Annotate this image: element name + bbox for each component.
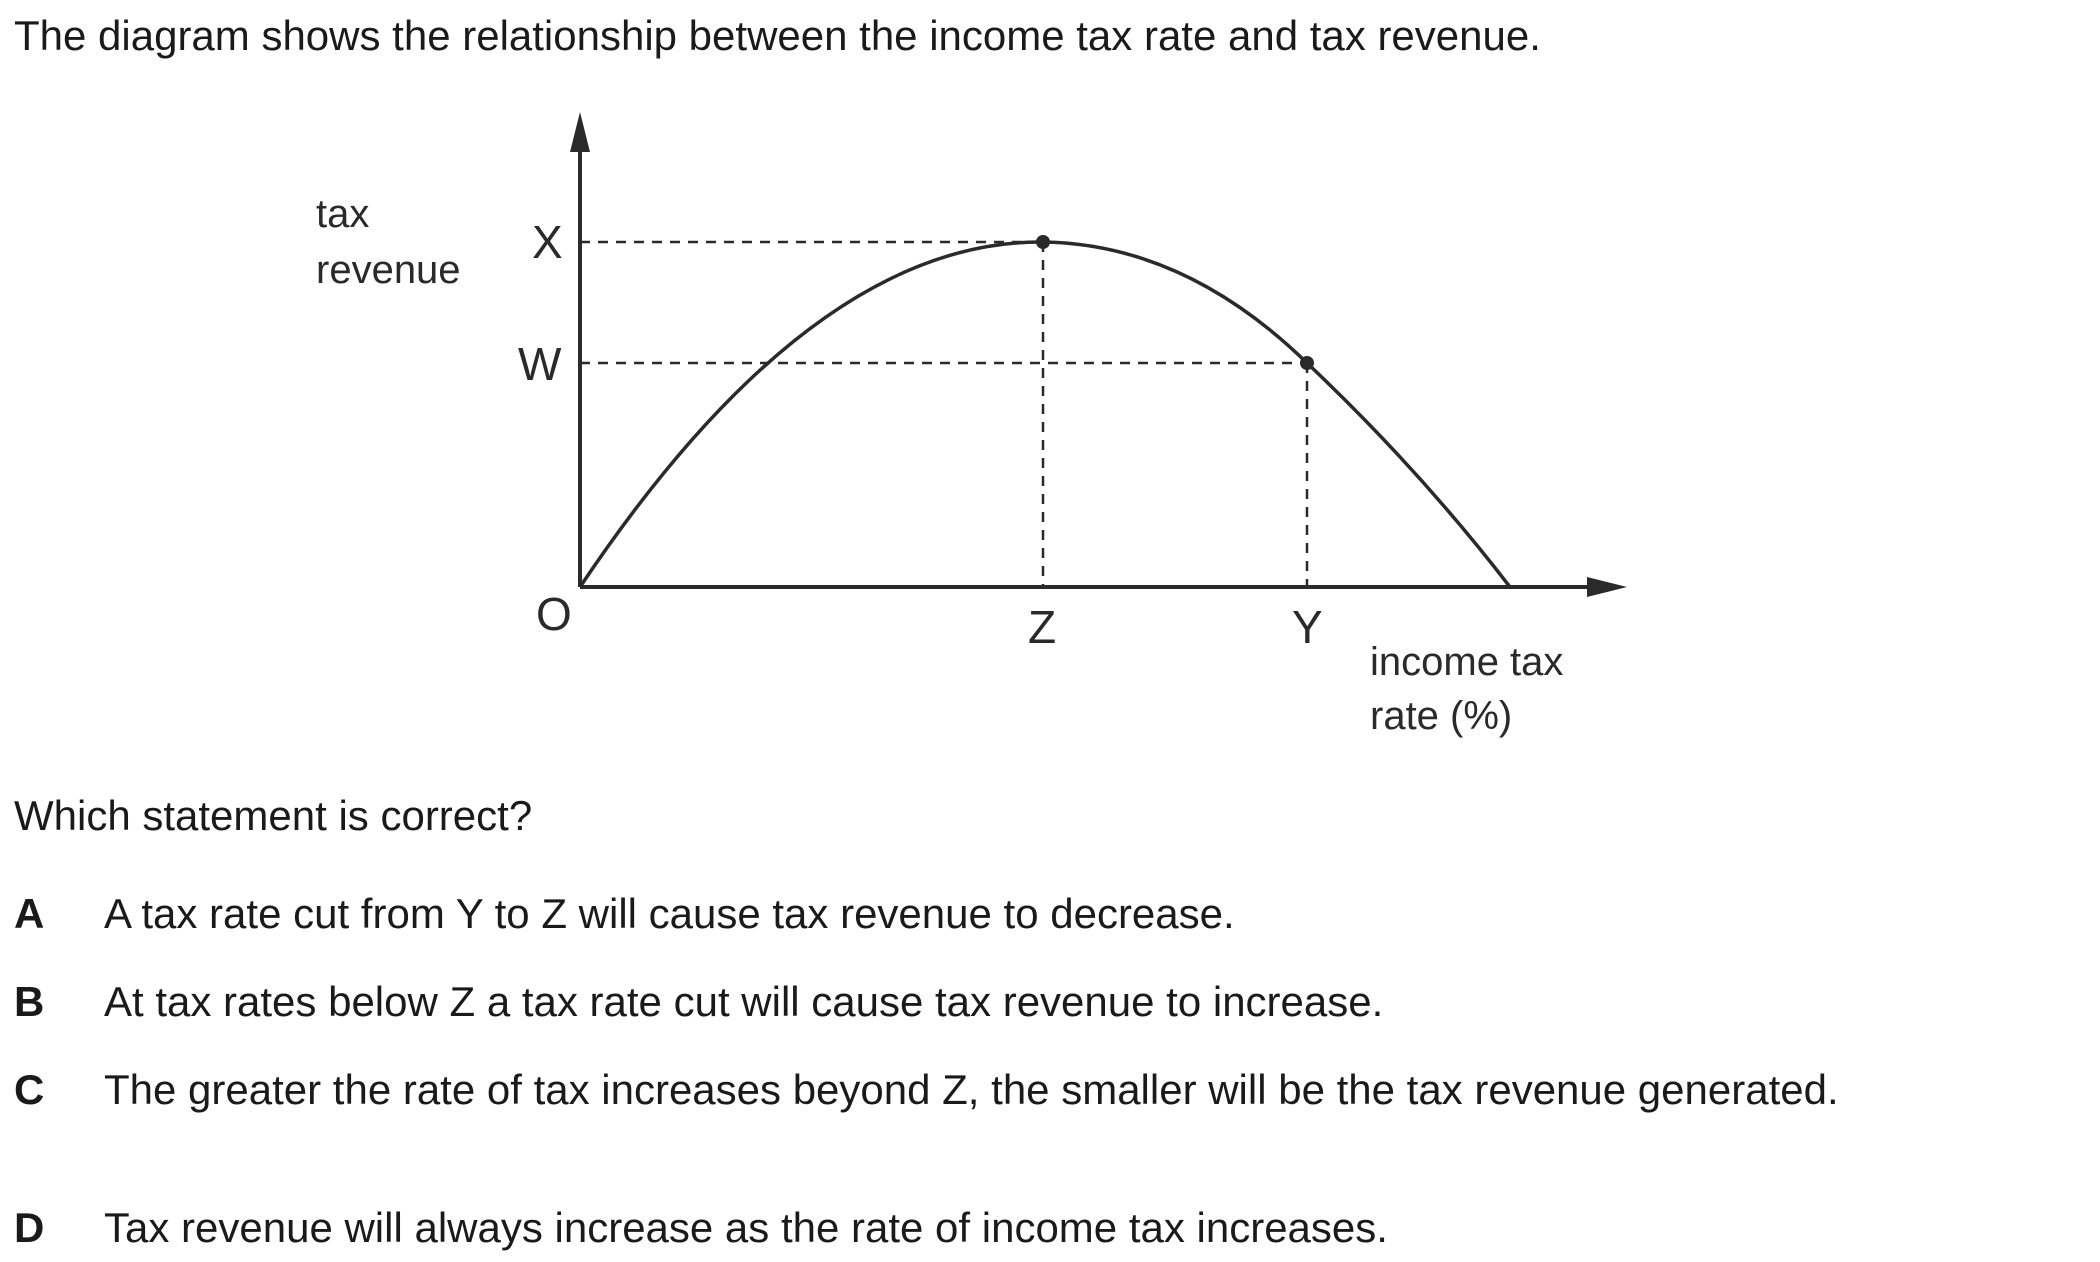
option-text: At tax rates below Z a tax rate cut will…	[104, 978, 1384, 1025]
option-letter: B	[14, 978, 45, 1025]
option-letter: C	[14, 1066, 45, 1113]
x-tick-y: Y	[1292, 601, 1323, 653]
laffer-curve-diagram: tax revenue X W O Z Y income tax rate (%…	[316, 112, 1627, 738]
tax-revenue-curve	[578, 240, 1512, 589]
x-axis-label-line1: income tax	[1370, 640, 1563, 684]
option-letter: A	[14, 890, 45, 937]
option-text: The greater the rate of tax increases be…	[104, 1066, 1839, 1113]
x-tick-z: Z	[1028, 601, 1056, 653]
y-tick-x: X	[532, 216, 563, 268]
y-axis-arrowhead	[570, 112, 590, 152]
y-w-point	[1300, 356, 1314, 370]
origin-label: O	[536, 588, 572, 640]
option-text: Tax revenue will always increase as the …	[104, 1204, 1388, 1251]
peak-point	[1036, 235, 1050, 249]
option-letter: D	[14, 1204, 45, 1251]
x-axis-label-line2: rate (%)	[1370, 694, 1512, 738]
y-tick-w: W	[518, 338, 562, 390]
question-prompt: Which statement is correct?	[14, 792, 533, 839]
option-text: A tax rate cut from Y to Z will cause ta…	[104, 890, 1235, 937]
y-axis-label-line1: tax	[316, 192, 369, 236]
x-axis-arrowhead	[1587, 577, 1627, 597]
y-axis-label-line2: revenue	[316, 248, 461, 292]
question-intro: The diagram shows the relationship betwe…	[14, 12, 1541, 59]
